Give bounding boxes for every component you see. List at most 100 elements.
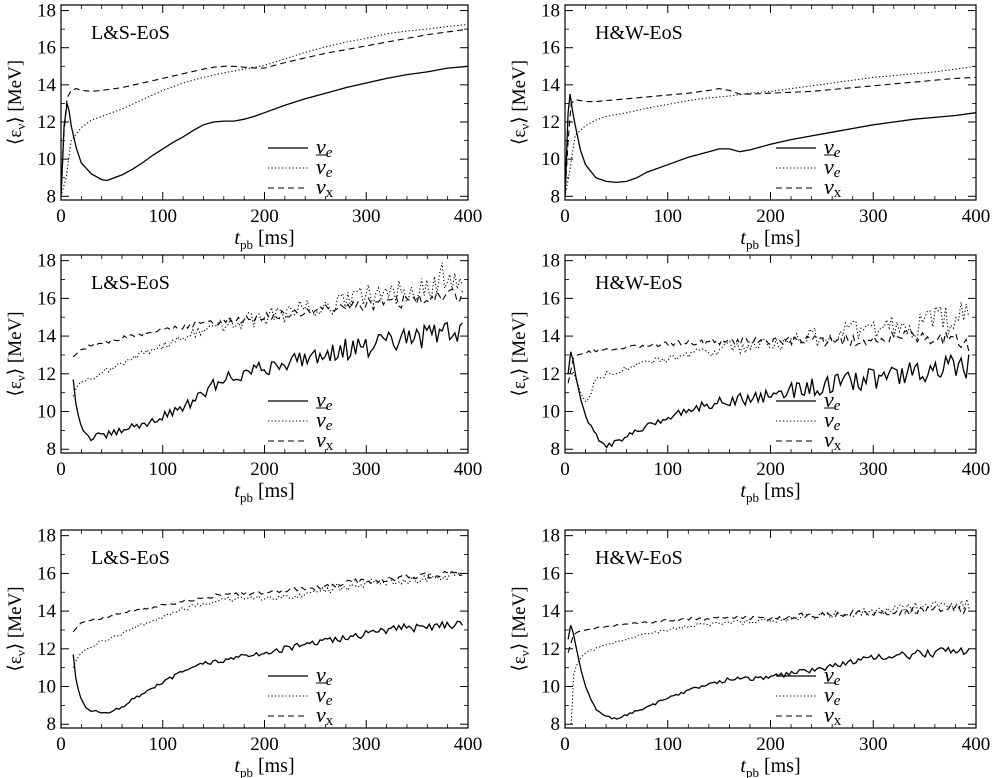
x-tick-label: 300: [859, 734, 888, 755]
panel-title: L&S-EoS: [91, 272, 170, 294]
x-tick-label: 100: [654, 459, 683, 480]
series-line-dashed: [72, 288, 463, 358]
legend-label: νe: [316, 387, 333, 414]
chart-panel-2: 0 100 200 300 400 8 10 12 14 16 18 H&W-EoS ⟨εν⟩ [MeV…: [509, 1, 990, 252]
legend-label: νx: [316, 427, 334, 454]
legend-label: νx: [316, 174, 334, 201]
series-line-solid: [72, 620, 463, 714]
x-tick-label: 400: [962, 459, 991, 480]
y-axis-label: ⟨εν⟩ [MeV]: [509, 311, 532, 396]
x-tick-label: 200: [756, 206, 785, 227]
y-axis-label: ⟨εν⟩ [MeV]: [5, 586, 28, 671]
x-axis-label: tpb [ms]: [740, 755, 800, 778]
x-axis-label: tpb [ms]: [234, 480, 294, 505]
x-tick-label: 0: [560, 206, 570, 227]
y-tick-label: 10: [541, 677, 560, 698]
x-tick-label: 100: [149, 734, 178, 755]
x-tick-label: 0: [560, 459, 570, 480]
legend-label: νx: [824, 702, 842, 729]
legend-label: νe: [824, 154, 841, 181]
series-line-dashed: [61, 28, 468, 197]
legend-label: νe: [824, 134, 841, 161]
y-tick-label: 16: [37, 38, 56, 59]
legend-label: νe: [316, 407, 333, 434]
legend-label: νx: [316, 702, 334, 729]
y-tick-label: 8: [551, 439, 561, 460]
x-axis-label: tpb [ms]: [740, 227, 800, 252]
x-tick-label: 200: [756, 459, 785, 480]
series-line-dashed: [567, 604, 970, 653]
series-line-dotted: [570, 598, 970, 725]
x-axis-label: tpb [ms]: [740, 480, 800, 505]
series-line-dotted: [72, 570, 463, 668]
y-tick-label: 8: [47, 186, 57, 207]
series-line-dashed: [567, 328, 970, 384]
y-tick-label: 8: [551, 186, 561, 207]
x-tick-label: 100: [654, 734, 683, 755]
y-tick-label: 14: [541, 326, 561, 347]
x-tick-label: 0: [560, 734, 570, 755]
y-tick-label: 10: [37, 149, 56, 170]
y-tick-label: 16: [541, 38, 560, 59]
y-tick-label: 14: [37, 601, 57, 622]
y-tick-label: 12: [541, 112, 560, 133]
x-tick-label: 400: [962, 734, 991, 755]
series-line-dotted: [565, 65, 976, 197]
y-tick-label: 12: [37, 639, 56, 660]
x-tick-label: 0: [56, 734, 66, 755]
panel-title: L&S-EoS: [91, 547, 170, 569]
legend-label: νe: [316, 662, 333, 689]
y-tick-label: 14: [37, 326, 57, 347]
chart-panel-4: 0 100 200 300 400 8 10 12 14 16 18 H&W-EoS ⟨εν⟩ [MeV…: [509, 251, 990, 505]
series-line-solid: [567, 351, 970, 449]
series-line-solid: [565, 94, 976, 197]
y-tick-label: 10: [541, 402, 560, 423]
chart-panel-5: 0 100 200 300 400 8 10 12 14 16 18 L&S-EoS ⟨εν⟩ [MeV…: [5, 526, 482, 778]
y-tick-label: 18: [541, 1, 560, 22]
y-tick-label: 8: [47, 439, 57, 460]
x-tick-label: 300: [859, 459, 888, 480]
y-tick-label: 16: [37, 563, 56, 584]
y-axis-label: ⟨εν⟩ [MeV]: [5, 311, 28, 396]
y-axis-label: ⟨εν⟩ [MeV]: [5, 60, 28, 145]
x-tick-label: 0: [56, 459, 66, 480]
x-tick-label: 400: [962, 206, 991, 227]
y-tick-label: 16: [541, 563, 560, 584]
x-tick-label: 200: [250, 206, 279, 227]
y-tick-label: 14: [37, 75, 57, 96]
x-tick-label: 100: [149, 459, 178, 480]
legend-label: νe: [824, 387, 841, 414]
y-tick-label: 12: [541, 364, 560, 385]
series-line-solid: [567, 624, 970, 720]
y-tick-label: 14: [541, 601, 561, 622]
x-tick-label: 200: [756, 734, 785, 755]
legend-label: νe: [316, 154, 333, 181]
y-axis-label: ⟨εν⟩ [MeV]: [509, 586, 532, 671]
y-tick-label: 12: [37, 112, 56, 133]
x-tick-label: 200: [250, 459, 279, 480]
y-tick-label: 12: [37, 364, 56, 385]
y-tick-label: 18: [37, 526, 56, 547]
y-tick-label: 18: [37, 1, 56, 22]
y-tick-label: 8: [551, 714, 561, 735]
legend-label: νe: [316, 682, 333, 709]
panel-title: L&S-EoS: [91, 22, 170, 44]
legend-label: νx: [824, 427, 842, 454]
chart-panel-6: 0 100 200 300 400 8 10 12 14 16 18 H&W-EoS ⟨εν⟩ [MeV…: [509, 526, 990, 778]
series-line-dotted: [572, 302, 970, 403]
panel-title: H&W-EoS: [595, 272, 683, 294]
x-tick-label: 400: [454, 459, 483, 480]
x-tick-label: 0: [56, 206, 66, 227]
x-tick-label: 300: [352, 734, 381, 755]
series-line-solid: [72, 321, 463, 442]
series-line-dotted: [72, 262, 463, 397]
panel-title: H&W-EoS: [595, 22, 683, 44]
y-tick-label: 18: [541, 526, 560, 547]
y-tick-label: 14: [541, 75, 561, 96]
y-tick-label: 18: [541, 251, 560, 272]
